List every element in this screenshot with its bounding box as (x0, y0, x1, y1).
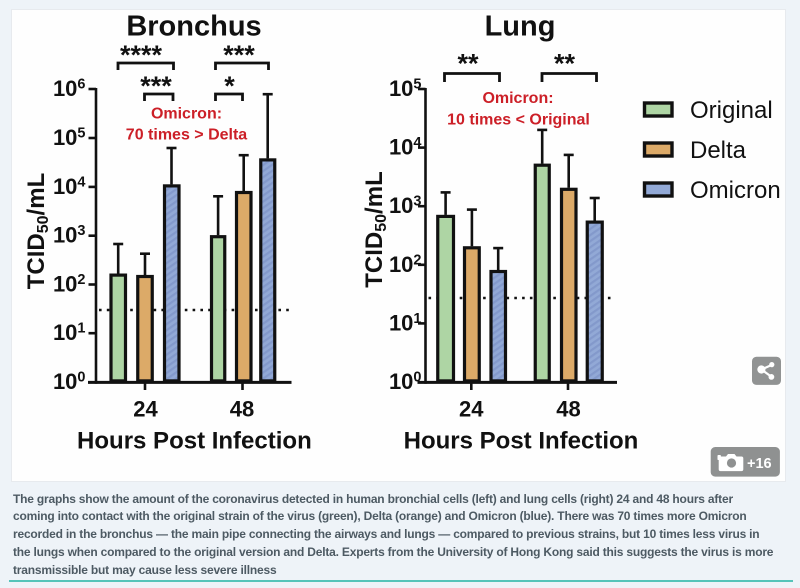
svg-text:24: 24 (459, 397, 484, 422)
svg-text:102: 102 (53, 272, 86, 297)
svg-text:Original: Original (690, 97, 773, 124)
svg-text:***: *** (223, 40, 255, 70)
svg-text:Delta: Delta (690, 137, 747, 164)
svg-text:105: 105 (53, 125, 86, 150)
svg-text:Lung: Lung (485, 11, 556, 43)
svg-text:**: ** (554, 49, 576, 79)
svg-text:101: 101 (389, 310, 422, 335)
svg-text:TCID50/mL: TCID50/mL (23, 173, 52, 289)
svg-text:**: ** (457, 49, 479, 79)
svg-text:****: **** (120, 40, 163, 70)
svg-text:24: 24 (133, 397, 158, 422)
svg-text:+16: +16 (747, 456, 772, 472)
svg-text:104: 104 (389, 135, 422, 160)
svg-text:106: 106 (53, 76, 86, 101)
svg-text:105: 105 (389, 76, 422, 101)
svg-text:100: 100 (53, 369, 86, 394)
svg-text:Omicron: Omicron (690, 177, 781, 204)
svg-text:101: 101 (53, 320, 86, 345)
svg-text:Hours Post Infection: Hours Post Infection (404, 428, 639, 455)
svg-text:104: 104 (53, 174, 86, 199)
svg-text:Omicron:: Omicron: (151, 106, 222, 123)
svg-text:100: 100 (389, 369, 422, 394)
svg-text:70 times > Delta: 70 times > Delta (126, 127, 248, 144)
svg-text:48: 48 (230, 397, 254, 422)
svg-text:103: 103 (389, 193, 422, 218)
svg-text:103: 103 (53, 223, 86, 248)
svg-text:48: 48 (556, 397, 580, 422)
svg-text:TCID50/mL: TCID50/mL (361, 171, 390, 287)
svg-text:102: 102 (389, 252, 422, 277)
svg-text:Hours Post Infection: Hours Post Infection (77, 428, 312, 455)
svg-text:10 times < Original: 10 times < Original (447, 111, 590, 128)
svg-text:*: * (224, 71, 235, 101)
svg-text:***: *** (140, 71, 172, 101)
svg-text:Bronchus: Bronchus (126, 11, 261, 43)
svg-text:Omicron:: Omicron: (482, 90, 553, 107)
